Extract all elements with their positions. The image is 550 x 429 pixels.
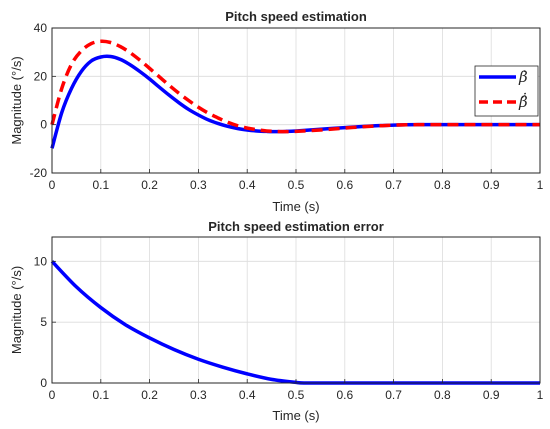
x-tick-label: 0.2 [141, 388, 158, 402]
legend-box [474, 65, 539, 117]
series-line-0 [50, 54, 540, 149]
x-tick-label: 0.3 [190, 388, 207, 402]
legend-label-beta-dot: β̇ [518, 68, 528, 86]
y-axis-label: Magnitude (°/s) [9, 56, 24, 144]
y-tick-label: 20 [34, 69, 48, 83]
x-tick-label: 0.1 [92, 178, 109, 192]
series-group [50, 39, 540, 149]
x-tick-label: 0.7 [385, 388, 402, 402]
x-tick-label: 1 [537, 178, 544, 192]
x-tick-label: 0.4 [239, 388, 256, 402]
legend: β̇ β̂̇ [474, 65, 539, 117]
legend-label-beta-hat-dot: β̂̇ [518, 92, 528, 111]
x-tick-label: 0 [49, 178, 56, 192]
x-tick-label: 0.7 [385, 178, 402, 192]
y-tick-label: 0 [40, 376, 47, 390]
y-tick-label: 10 [34, 254, 48, 268]
y-tick-label: -20 [30, 166, 48, 180]
x-tick-label: 0.6 [336, 388, 353, 402]
y-tick-label: 0 [40, 118, 47, 132]
x-tick-label: 0.9 [483, 388, 500, 402]
x-tick-label: 0.6 [336, 178, 353, 192]
x-tick-label: 0.5 [288, 178, 305, 192]
chart-title: Pitch speed estimation [225, 9, 367, 24]
chart-title: Pitch speed estimation error [208, 219, 384, 234]
x-tick-label: 0.9 [483, 178, 500, 192]
x-axis-label: Time (s) [272, 199, 319, 214]
y-tick-label: 5 [40, 315, 47, 329]
x-tick-label: 0.4 [239, 178, 256, 192]
y-axis-label: Magnitude (°/s) [9, 266, 24, 354]
x-tick-label: 0.1 [92, 388, 109, 402]
x-tick-label: 0.8 [434, 178, 451, 192]
x-tick-label: 0.3 [190, 178, 207, 192]
x-axis-label: Time (s) [272, 408, 319, 423]
x-tick-label: 0.8 [434, 388, 451, 402]
x-tick-label: 0.5 [288, 388, 305, 402]
y-tick-label: 40 [34, 21, 48, 35]
x-tick-label: 0 [49, 388, 56, 402]
series-line-1 [50, 39, 540, 134]
x-tick-label: 0.2 [141, 178, 158, 192]
x-tick-label: 1 [537, 388, 544, 402]
